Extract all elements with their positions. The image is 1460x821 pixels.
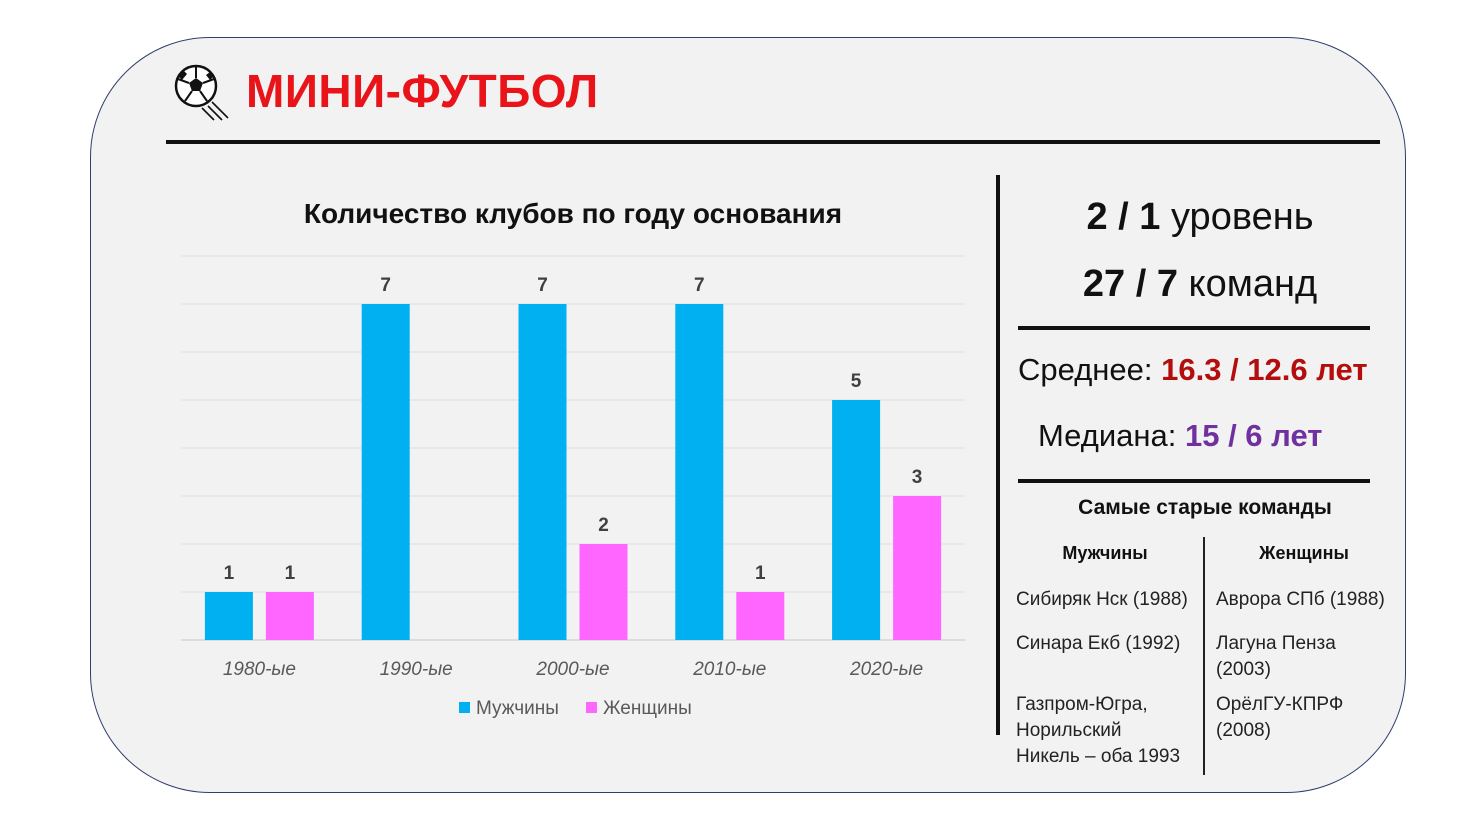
bar-men bbox=[518, 304, 567, 640]
x-tick-label: 1990-ые bbox=[380, 659, 453, 680]
legend-swatch-men bbox=[459, 702, 470, 713]
bar-men bbox=[204, 592, 253, 640]
soccer-ball-icon bbox=[174, 64, 229, 121]
legend-label: Мужчины bbox=[476, 698, 559, 719]
legend-label: Женщины bbox=[603, 698, 692, 719]
chart-title: Количество клубов по году основания bbox=[303, 198, 843, 229]
team-line: Аврора СПб (1988) bbox=[1216, 589, 1385, 610]
team-line: ОрёлГУ-КПРФ bbox=[1216, 694, 1344, 715]
team-line: Синара Екб (1992) bbox=[1016, 633, 1181, 654]
data-label: 3 bbox=[912, 467, 923, 488]
average-label: Среднее: bbox=[1018, 352, 1153, 387]
bar-women bbox=[265, 592, 314, 640]
teams-value: 27 / 7 bbox=[1082, 263, 1178, 305]
title-divider bbox=[166, 140, 1380, 144]
team-line: Никель – оба 1993 bbox=[1016, 746, 1181, 767]
column-divider bbox=[1203, 537, 1205, 775]
level-label: уровень bbox=[1170, 196, 1314, 238]
team-line: (2003) bbox=[1216, 659, 1271, 680]
data-label: 7 bbox=[537, 275, 548, 296]
bar-men bbox=[361, 304, 410, 640]
page-title: МИНИ-ФУТБОЛ bbox=[246, 65, 599, 117]
median-label: Медиана: bbox=[1038, 418, 1177, 453]
data-label: 1 bbox=[755, 563, 766, 584]
stats-divider-2 bbox=[1018, 479, 1370, 483]
women-team-2: Лагуна Пенза (2003) bbox=[1216, 631, 1336, 683]
median-stat: Медиана: 15 / 6 лет bbox=[1038, 418, 1322, 454]
data-label: 7 bbox=[380, 275, 391, 296]
vertical-divider bbox=[996, 175, 1000, 735]
average-stat: Среднее: 16.3 / 12.6 лет bbox=[1018, 352, 1368, 388]
bar-women bbox=[579, 544, 628, 640]
bar-women bbox=[736, 592, 785, 640]
level-value: 2 / 1 bbox=[1086, 196, 1161, 238]
women-team-3: ОрёлГУ-КПРФ (2008) bbox=[1216, 692, 1343, 744]
content-card bbox=[90, 37, 1406, 793]
oldest-teams-title: Самые старые команды bbox=[1078, 496, 1332, 519]
men-team-2: Синара Екб (1992) bbox=[1016, 631, 1180, 657]
average-value: 16.3 / 12.6 лет bbox=[1161, 352, 1368, 387]
teams-label: команд bbox=[1188, 263, 1318, 305]
women-team-1: Аврора СПб (1988) bbox=[1216, 587, 1385, 613]
men-team-1: Сибиряк Нск (1988) bbox=[1016, 587, 1188, 613]
data-label: 1 bbox=[285, 563, 296, 584]
data-label: 1 bbox=[224, 563, 235, 584]
team-line: Лагуна Пенза bbox=[1216, 633, 1336, 654]
team-line: (2008) bbox=[1216, 720, 1271, 741]
data-label: 7 bbox=[694, 275, 705, 296]
x-tick-label: 2010-ые bbox=[692, 659, 766, 680]
bar-men bbox=[832, 400, 881, 640]
x-tick-label: 1980-ые bbox=[223, 659, 296, 680]
men-column-header: Мужчины bbox=[1062, 543, 1148, 563]
legend-swatch-women bbox=[586, 702, 597, 713]
team-line: Сибиряк Нск (1988) bbox=[1016, 589, 1188, 610]
data-label: 2 bbox=[598, 515, 609, 536]
team-line: Газпром-Югра, bbox=[1016, 694, 1148, 715]
men-team-3: Газпром-Югра, Норильский Никель – оба 19… bbox=[1016, 692, 1180, 770]
bar-women bbox=[893, 496, 942, 640]
women-column-header: Женщины bbox=[1259, 543, 1349, 563]
level-stat: 2 / 1 уровень bbox=[1000, 196, 1400, 239]
teams-stat: 27 / 7 команд bbox=[1000, 263, 1400, 306]
team-line: Норильский bbox=[1016, 720, 1122, 741]
data-label: 5 bbox=[851, 371, 862, 392]
x-tick-label: 2020-ые bbox=[849, 659, 923, 680]
stats-divider-1 bbox=[1018, 326, 1370, 330]
bar-men bbox=[675, 304, 724, 640]
x-tick-label: 2000-ые bbox=[535, 659, 609, 680]
median-value: 15 / 6 лет bbox=[1184, 418, 1323, 453]
